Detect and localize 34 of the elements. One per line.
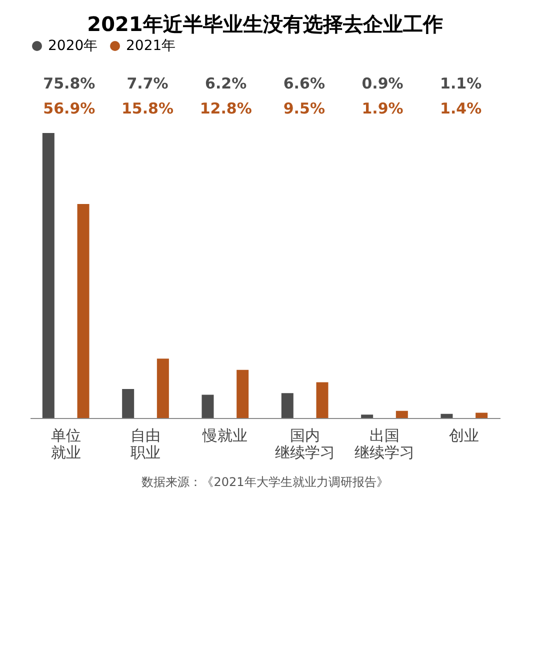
bar: [281, 393, 294, 418]
data-label: 7.7%: [126, 74, 168, 92]
data-label: 15.8%: [121, 100, 174, 118]
data-label: 1.1%: [440, 74, 482, 92]
x-tick-label: 创业: [449, 426, 480, 444]
x-tick-label: 出国继续学习: [354, 426, 414, 462]
data-label: 75.8%: [43, 74, 96, 92]
bar: [156, 358, 169, 418]
data-label: 1.9%: [362, 100, 404, 118]
bar: [202, 394, 214, 418]
legend-label: 2021年: [126, 38, 176, 54]
x-tick-label: 自由职业: [130, 426, 161, 462]
data-label: 12.8%: [200, 100, 252, 118]
bar: [236, 370, 249, 418]
source-note: 数据来源：《2021年大学生就业力调研报告》: [142, 475, 388, 489]
bar: [122, 389, 134, 418]
chart-title: 2021年近半毕业生没有选择去企业工作: [87, 12, 443, 36]
bar: [42, 133, 54, 418]
x-tick-label: 单位就业: [50, 426, 81, 462]
bar: [396, 410, 408, 418]
bar: [316, 382, 328, 418]
data-label: 6.6%: [283, 74, 325, 92]
bar: [476, 412, 488, 418]
bar: [440, 414, 453, 418]
x-tick-label: 慢就业: [202, 426, 248, 444]
data-label: 56.9%: [43, 100, 96, 118]
data-label: 6.2%: [205, 74, 247, 92]
x-tick-label: 国内继续学习: [274, 426, 335, 462]
data-label: 0.9%: [362, 74, 404, 92]
data-label: 9.5%: [283, 100, 325, 118]
data-label: 1.4%: [440, 100, 482, 118]
bar: [77, 204, 90, 418]
bar: [361, 414, 374, 418]
legend-label: 2020年: [48, 38, 98, 54]
